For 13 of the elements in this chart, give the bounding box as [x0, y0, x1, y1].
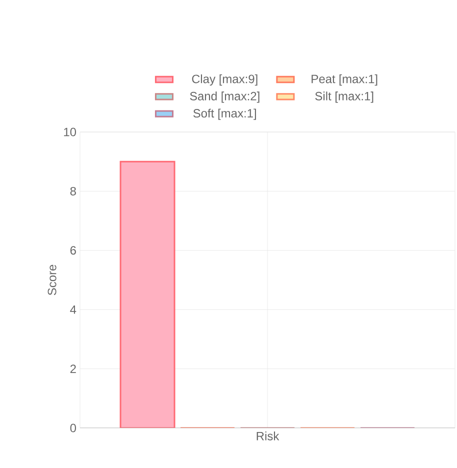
y-axis-title: Score — [48, 264, 56, 296]
legend-label: Soft [max:1] — [193, 108, 256, 120]
y-tick-label: 8 — [70, 186, 76, 196]
y-tick-label: 2 — [70, 364, 76, 373]
legend-label: Silt [max:1] — [315, 92, 374, 103]
x-tick-label: Risk — [256, 432, 280, 440]
y-tick-label: 0 — [70, 424, 76, 432]
legend-label: Clay [max:9] — [192, 74, 258, 86]
legend-label: Peat [max:1] — [312, 74, 378, 86]
y-tick-label: 4 — [70, 305, 76, 314]
y-tick-label: 6 — [70, 246, 76, 255]
legend-label: Sand [max:2] — [190, 92, 260, 103]
y-tick-label: 10 — [64, 128, 76, 136]
